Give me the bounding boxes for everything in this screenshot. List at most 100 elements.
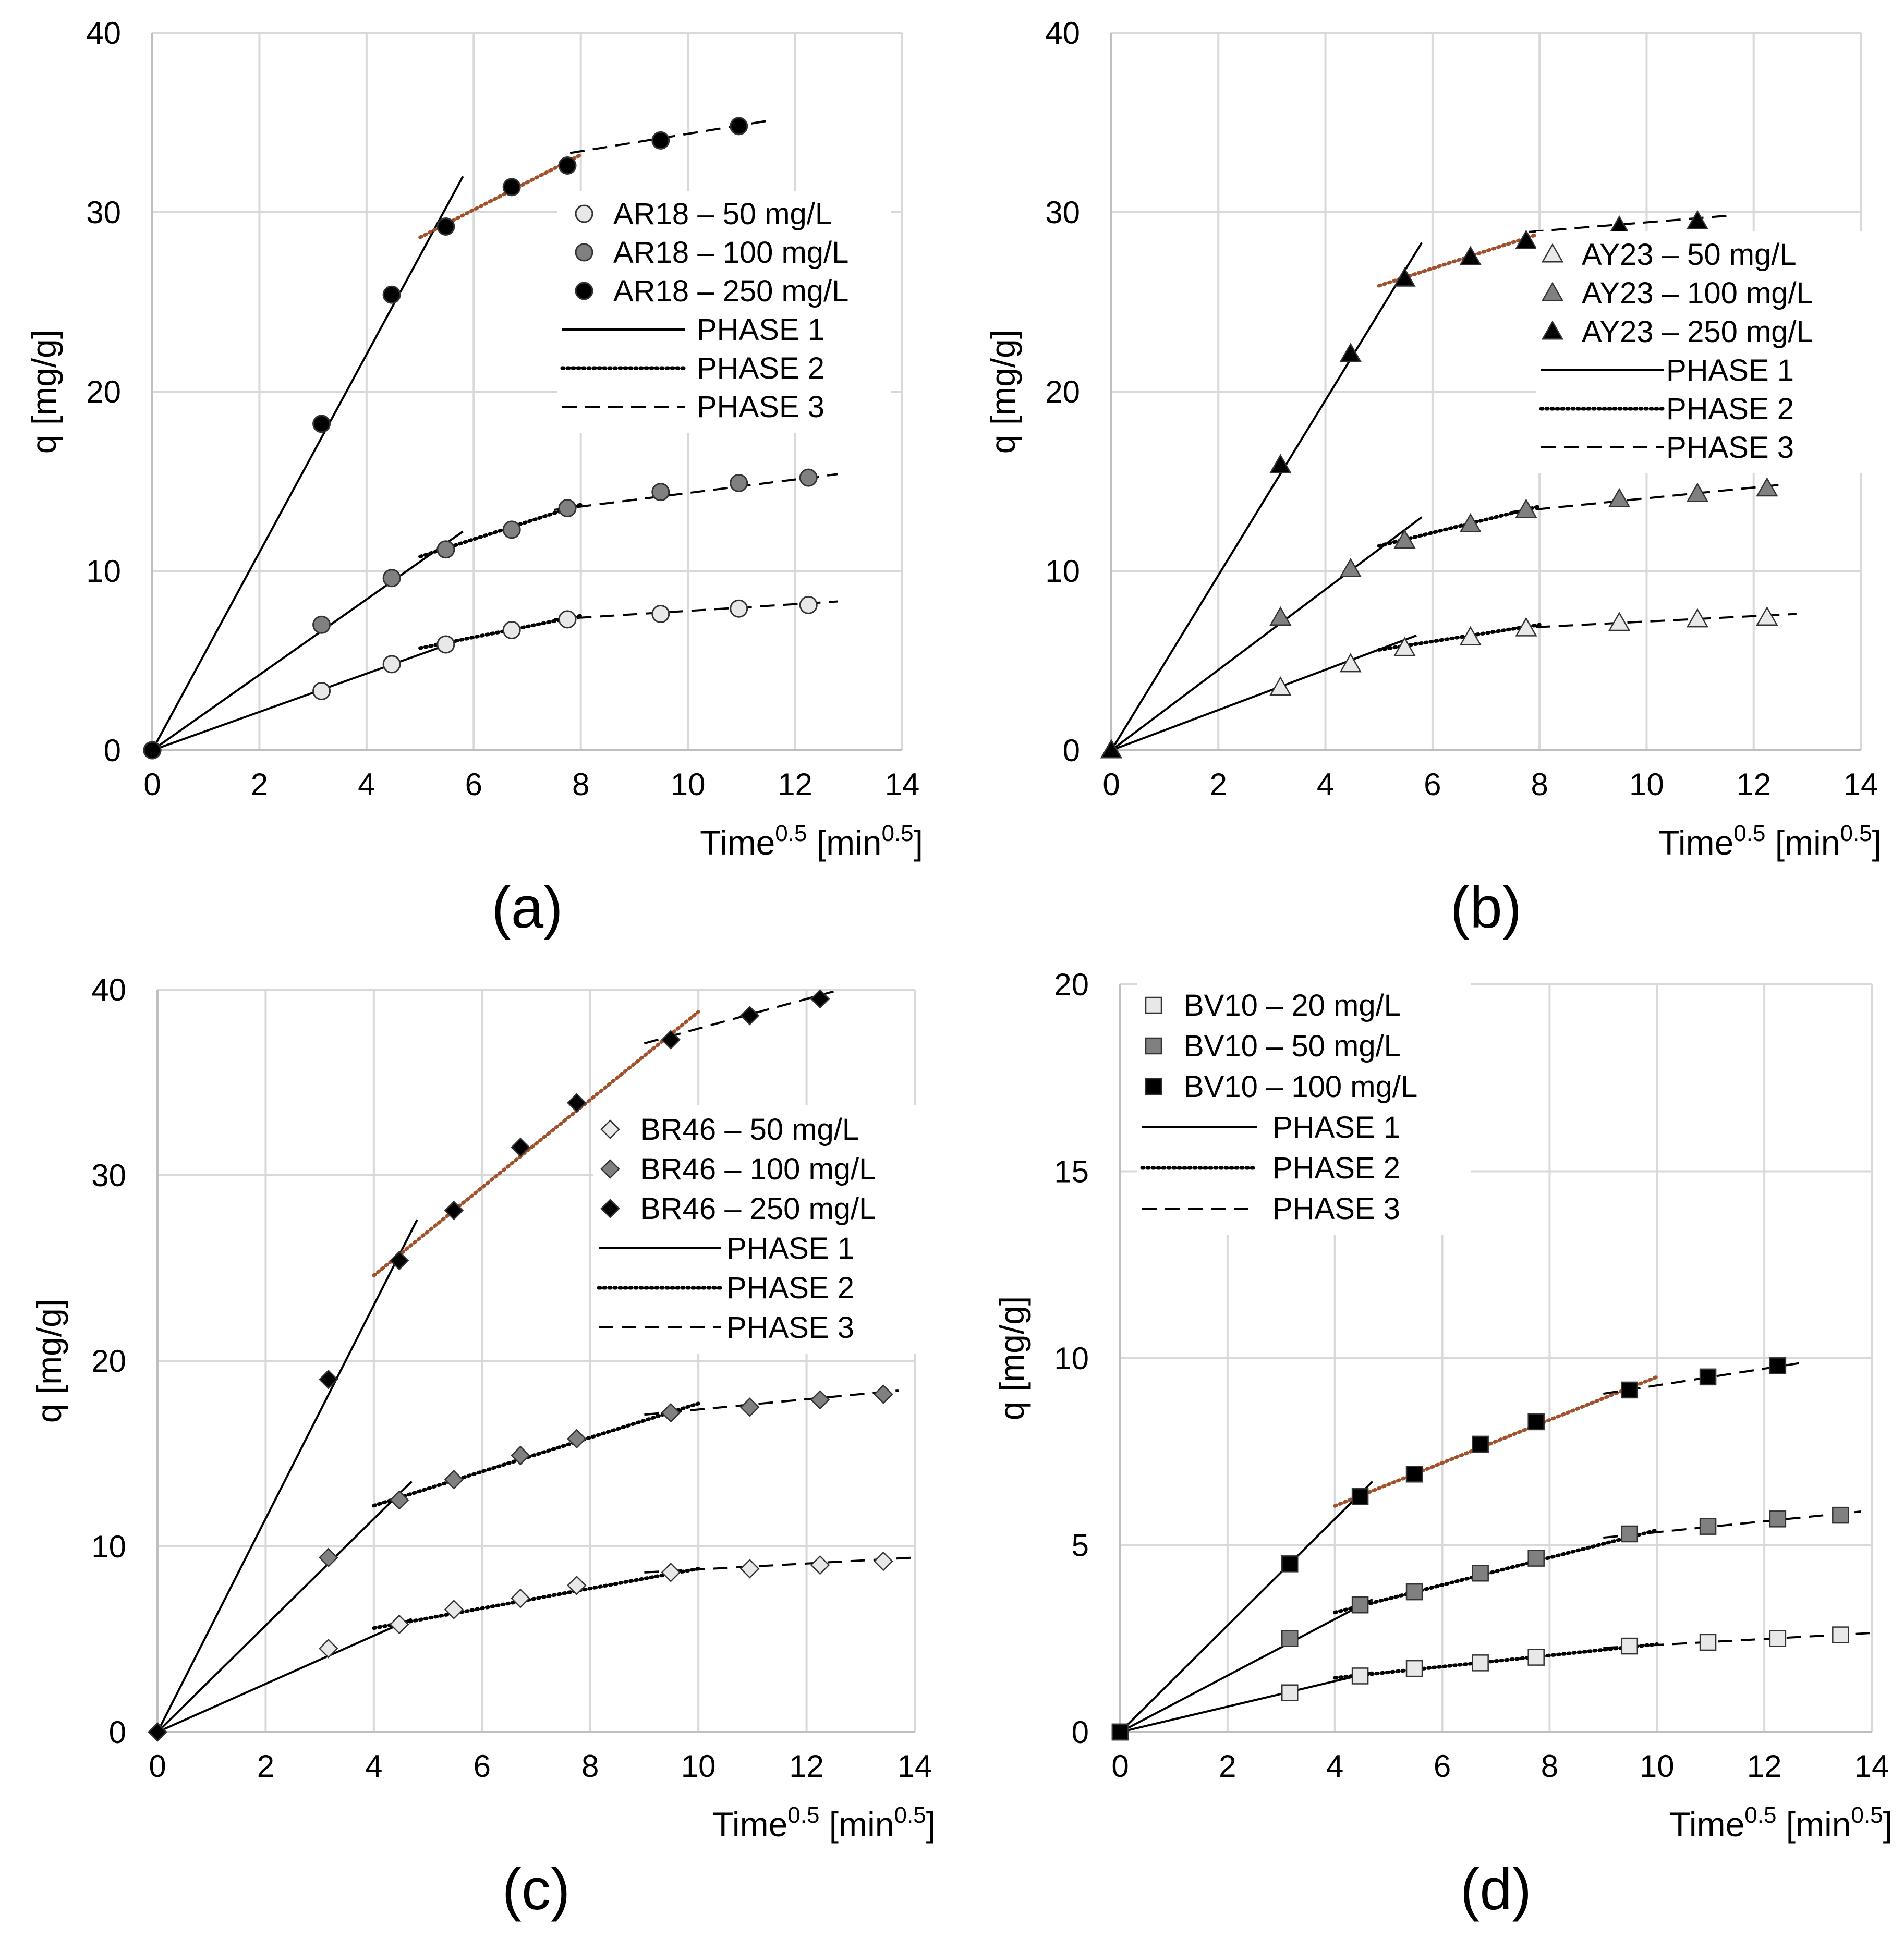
data-point [1459, 626, 1482, 645]
data-point [1621, 1525, 1639, 1543]
fit-line-phase-1 [156, 1480, 413, 1733]
legend-item: PHASE 2 [560, 351, 824, 385]
data-point [502, 621, 521, 640]
x-tick-label: 2 [251, 767, 268, 802]
data-point [1393, 637, 1416, 656]
data-point [502, 178, 521, 197]
data-point [1608, 215, 1631, 235]
data-point [1686, 482, 1709, 502]
x-axis-label: Time0.5​ [min0.5​] [1669, 1802, 1893, 1844]
fit-line-phase-1 [157, 1618, 413, 1733]
data-point [1459, 246, 1482, 265]
data-point [1608, 612, 1631, 631]
legend-item: AY23 – 50 mg/L [1541, 238, 1797, 272]
legend-item: AR18 – 100 mg/L [575, 236, 848, 270]
panel-b: 0 2 4 6 8 10 12 14 0 10 20 30 40 q [mg/g] Time0.5​ [mi… [984, 16, 1882, 940]
x-tick-label: 6 [1434, 1749, 1451, 1784]
data-point [810, 1555, 830, 1575]
series-mid [1111, 1506, 1849, 1741]
fit-line-phase-3 [554, 600, 838, 620]
data-point [382, 655, 401, 674]
y-axis-label: q [mg/g] [984, 330, 1022, 454]
legend-item: PHASE 3 [1541, 431, 1794, 465]
x-tick-label: 2 [1210, 767, 1227, 802]
data-point [444, 1600, 464, 1619]
data-point [739, 1397, 760, 1417]
x-axis-label: Time0.5​ [min0.5​] [1658, 821, 1882, 862]
series-mid [148, 1384, 893, 1742]
data-point [661, 1403, 681, 1423]
legend-marker [1541, 320, 1564, 340]
legend-marker [600, 1119, 620, 1139]
series-light [143, 595, 818, 760]
y-tick-label: 15 [1054, 1154, 1089, 1189]
y-tick-label: 0 [109, 1715, 126, 1750]
legend-background [1137, 980, 1471, 1235]
data-point [1515, 617, 1537, 637]
data-point [436, 540, 455, 559]
data-point [1269, 676, 1292, 696]
y-tick-label: 10 [1045, 554, 1080, 589]
legend-item: BR46 – 100 mg/L [600, 1152, 876, 1186]
legend-item: PHASE 2 [597, 1271, 854, 1305]
data-point [799, 468, 818, 487]
y-tick-label: 0 [104, 733, 121, 768]
legend-item: PHASE 3 [562, 390, 824, 424]
x-tick-label: 4 [365, 1749, 382, 1784]
data-point [502, 520, 521, 539]
x-tick-label: 14 [898, 1749, 932, 1784]
legend-marker [1541, 282, 1564, 301]
data-point [389, 1250, 409, 1271]
y-tick-label: 0 [1072, 1715, 1089, 1750]
data-point [1832, 1626, 1849, 1643]
series-light [1111, 1626, 1849, 1741]
data-point [1472, 1654, 1489, 1672]
legend-background [593, 1105, 927, 1354]
data-point [1756, 606, 1778, 626]
data-point [318, 1639, 338, 1659]
x-tick-label: 0 [143, 767, 161, 802]
series-dark [1111, 1357, 1787, 1741]
legend-label: AR18 – 50 mg/L [613, 197, 832, 231]
legend-label: BV10 – 100 mg/L [1184, 1070, 1417, 1104]
data-point [318, 1369, 338, 1389]
data-point [1756, 477, 1778, 497]
fit-line-phase-2 [372, 1567, 700, 1630]
legend-background [1536, 231, 1870, 473]
grid-lines [1111, 32, 1862, 750]
panel-label: (a) [492, 875, 563, 940]
y-tick-label: 0 [1063, 733, 1080, 768]
legend-label: PHASE 2 [726, 1271, 854, 1305]
legend-item: PHASE 1 [599, 1232, 854, 1265]
legend-label: PHASE 2 [1666, 392, 1794, 426]
data-point [1621, 1381, 1639, 1399]
data-point [739, 1006, 760, 1026]
x-tick-label: 8 [572, 767, 589, 802]
fit-line-phase-1 [1111, 634, 1417, 751]
fit-line-phase-3 [644, 990, 834, 1045]
fit-line-phase-2 [1333, 1642, 1659, 1680]
data-point [1769, 1510, 1787, 1528]
x-tick-label: 4 [1326, 1749, 1343, 1784]
x-tick-label: 6 [1424, 767, 1441, 802]
data-point [1527, 1649, 1545, 1666]
data-point [1686, 608, 1709, 628]
fit-lines [156, 990, 915, 1733]
legend: BV10 – 20 mg/L BV10 – 50 mg/L BV10 – 100 m… [1137, 980, 1471, 1235]
data-point [1621, 1637, 1639, 1655]
y-tick-label: 20 [86, 374, 121, 409]
data-point [1699, 1518, 1717, 1535]
data-point [651, 605, 670, 624]
data-point [1527, 1550, 1545, 1567]
data-point [1281, 1555, 1299, 1573]
fit-line-phase-1 [152, 638, 464, 751]
legend-marker [1145, 1037, 1162, 1055]
legend-item: AR18 – 250 mg/L [575, 274, 848, 308]
legend: BR46 – 50 mg/L BR46 – 100 mg/L BR46 – 250 … [593, 1105, 927, 1354]
data-point [1472, 1565, 1489, 1582]
y-axis-label: q [mg/g] [992, 1296, 1031, 1420]
legend-marker [1541, 243, 1564, 263]
panel-c: 0 2 4 6 8 10 12 14 0 10 20 30 40 q [mg/g] Time0.5​ [mi… [30, 972, 936, 1922]
data-point [436, 635, 455, 654]
data-point [1351, 1667, 1369, 1685]
